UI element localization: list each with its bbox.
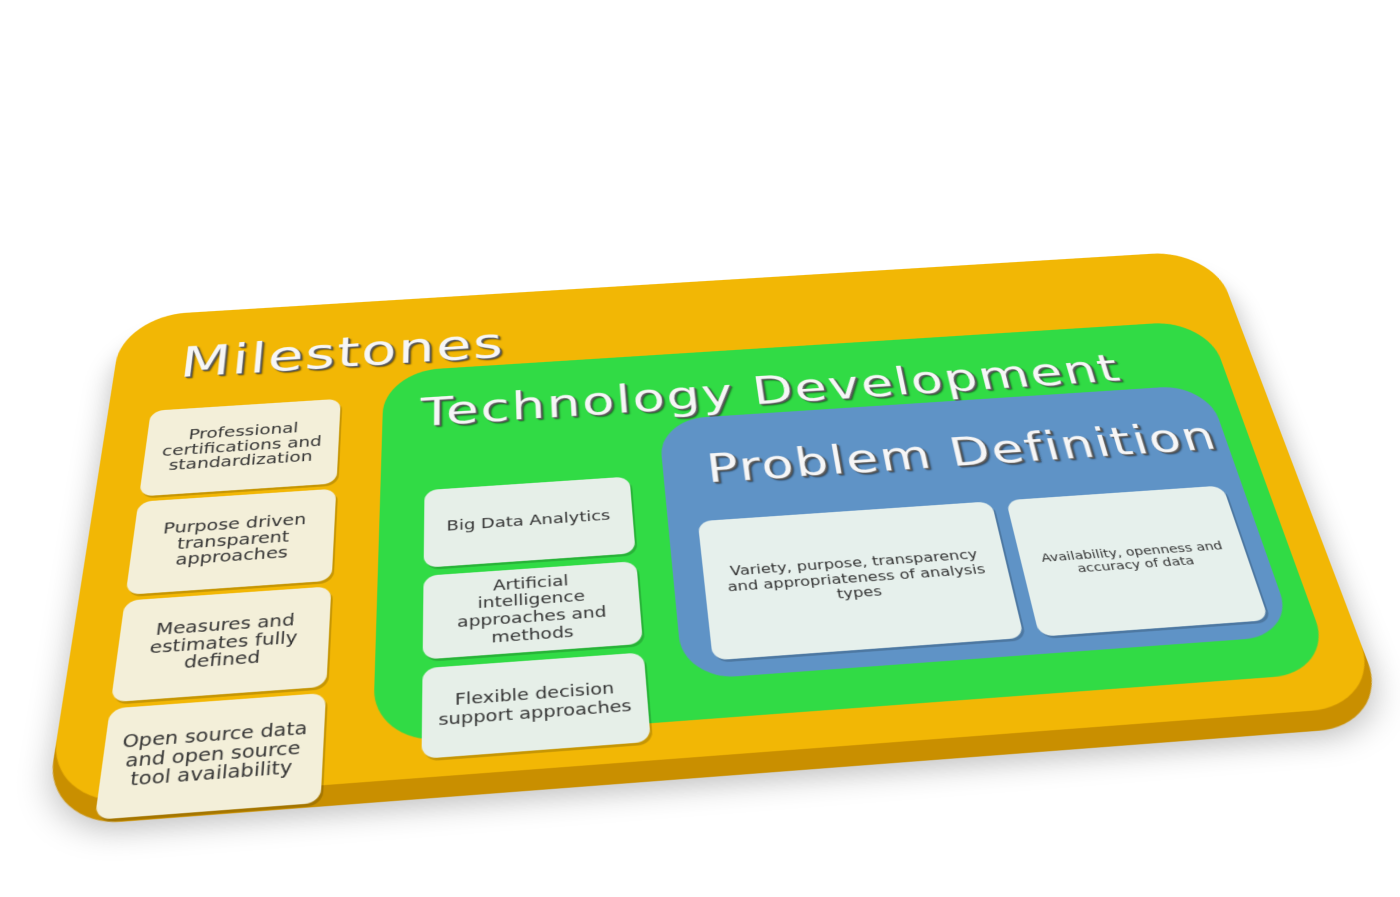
technology-card: Artificial intelligence approaches and m…	[423, 561, 643, 659]
technology-card: Big Data Analytics	[424, 477, 636, 568]
milestones-layer: Milestones Professional certifications a…	[46, 250, 1384, 806]
milestone-card: Measures and estimates fully defined	[111, 586, 332, 702]
milestone-card: Purpose driven transparent approaches	[126, 489, 337, 595]
problem-title: Problem Definition	[704, 413, 1223, 493]
milestone-card: Open source data and open source tool av…	[95, 693, 326, 820]
problem-card: Availability, openness and accuracy of d…	[1006, 485, 1269, 636]
technology-layer: Technology Development Big Data Analytic…	[373, 320, 1335, 744]
technology-card: Flexible decision support approaches	[422, 652, 651, 759]
problem-layer: Problem Definition Variety, purpose, tra…	[658, 384, 1295, 680]
problem-card: Variety, purpose, transparency and appro…	[698, 501, 1024, 660]
milestone-card: Professional certifications and standard…	[139, 399, 341, 497]
layered-board: Milestones Professional certifications a…	[46, 250, 1384, 806]
